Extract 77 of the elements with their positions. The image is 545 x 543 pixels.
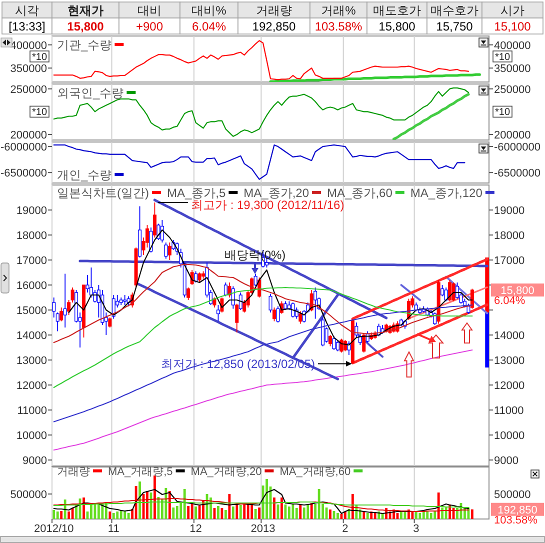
- category-label: 현재가: [68, 4, 104, 18]
- text: 15,100: [494, 20, 531, 34]
- y2-tick-label: 250000: [494, 84, 531, 96]
- y2-tick-label: 14000: [494, 330, 525, 342]
- category-label: 매도호가: [373, 4, 421, 18]
- legend-label: MA_거래량,60: [280, 466, 351, 478]
- y2-tick-label: 10000: [494, 430, 525, 442]
- legend-label: MA_종가,120: [410, 186, 483, 200]
- category-label: 대비%: [192, 4, 227, 18]
- text: 103.58%: [494, 514, 538, 526]
- category-label: 거래%: [321, 4, 356, 18]
- category-label: 대비: [138, 4, 162, 18]
- text: [13:33]: [8, 20, 46, 34]
- legend-label: MA_거래량,5: [108, 466, 173, 478]
- y-tick-label: 18000: [16, 230, 47, 242]
- legend-label: MA_종가,20: [244, 186, 310, 200]
- x-tick-label: 2012/10: [34, 523, 74, 535]
- text: +900: [136, 20, 164, 34]
- y2-tick-label: -6500000: [494, 168, 540, 180]
- y2-tick-label: -6000000: [494, 142, 540, 154]
- text: 15,800: [500, 285, 534, 297]
- text: 6.04%: [192, 20, 226, 34]
- text: 15,800: [67, 20, 104, 34]
- y-tick-label: 19000: [16, 205, 47, 217]
- text: 192,850: [498, 504, 538, 516]
- legend-label: 개인_수량: [57, 168, 112, 182]
- y-tick-label: 350000: [10, 63, 47, 76]
- x-tick-label: 3: [413, 523, 420, 535]
- y-tick-label: 400000: [10, 40, 47, 52]
- y-axis-title: *10: [32, 52, 48, 63]
- y-tick-label: 12000: [16, 380, 47, 392]
- y-tick-label: 14000: [16, 330, 47, 342]
- y2-tick-label: 12000: [494, 380, 525, 392]
- y-tick-label: 10000: [16, 430, 47, 442]
- y-axis-title: *10: [32, 107, 48, 118]
- y-tick-label: 15000: [16, 305, 47, 317]
- text: 192,850: [252, 20, 296, 34]
- y-tick-label: 17000: [16, 255, 47, 267]
- x-tick-label: 2013: [250, 523, 276, 535]
- category-label: 시가: [500, 4, 524, 18]
- y-tick-label: -6500000: [0, 168, 47, 180]
- y2-tick-label: 18000: [494, 230, 525, 242]
- y2-tick-label: 9000: [494, 455, 518, 467]
- text: 15,750: [436, 20, 473, 34]
- y2-tick-label: 200000: [494, 130, 531, 142]
- legend-label: MA_종가,60: [327, 186, 393, 200]
- y-tick-label: 13000: [16, 355, 47, 367]
- text: 15,800: [378, 20, 416, 34]
- x-tick-label: 12: [190, 523, 202, 535]
- x-tick-label: 2: [342, 523, 348, 535]
- category-label: 시각: [15, 4, 39, 18]
- legend-label: MA_거래량,20: [190, 466, 262, 478]
- y-tick-label: 250000: [10, 84, 47, 96]
- y2-tick-label: 19000: [494, 205, 525, 217]
- y2-tick-label: 11000: [494, 405, 524, 417]
- legend-label: MA_종가,5: [166, 186, 226, 200]
- legend-label: 거래량: [57, 466, 90, 478]
- y2-axis-title: *10: [494, 52, 510, 63]
- y2-axis-title: *10: [494, 107, 510, 118]
- text: 103.58%: [314, 20, 362, 34]
- legend-label: 일본식차트(일간): [57, 186, 149, 200]
- category-label: 매수호가: [430, 4, 478, 18]
- y-tick-label: -6000000: [0, 142, 47, 154]
- y-tick-label: 200000: [10, 130, 47, 142]
- text: 6.04%: [494, 295, 526, 307]
- legend-label: 기관_수량: [57, 38, 112, 52]
- y-tick-label: 9000: [22, 455, 47, 467]
- category-label: 거래량: [256, 4, 292, 18]
- annotation: 최고가 : 19,300 (2012/11/16): [191, 198, 344, 212]
- y2-tick-label: 13000: [494, 355, 525, 367]
- legend-label: 외국인_수량: [57, 86, 124, 100]
- x-tick-label: 11: [108, 523, 120, 535]
- y2-tick-label: 350000: [494, 63, 531, 76]
- y-tick-label: 11000: [17, 405, 47, 417]
- y2-tick-label: 400000: [494, 40, 531, 52]
- y-tick-label: 16000: [16, 280, 47, 292]
- y2-tick-label: 17000: [494, 255, 525, 267]
